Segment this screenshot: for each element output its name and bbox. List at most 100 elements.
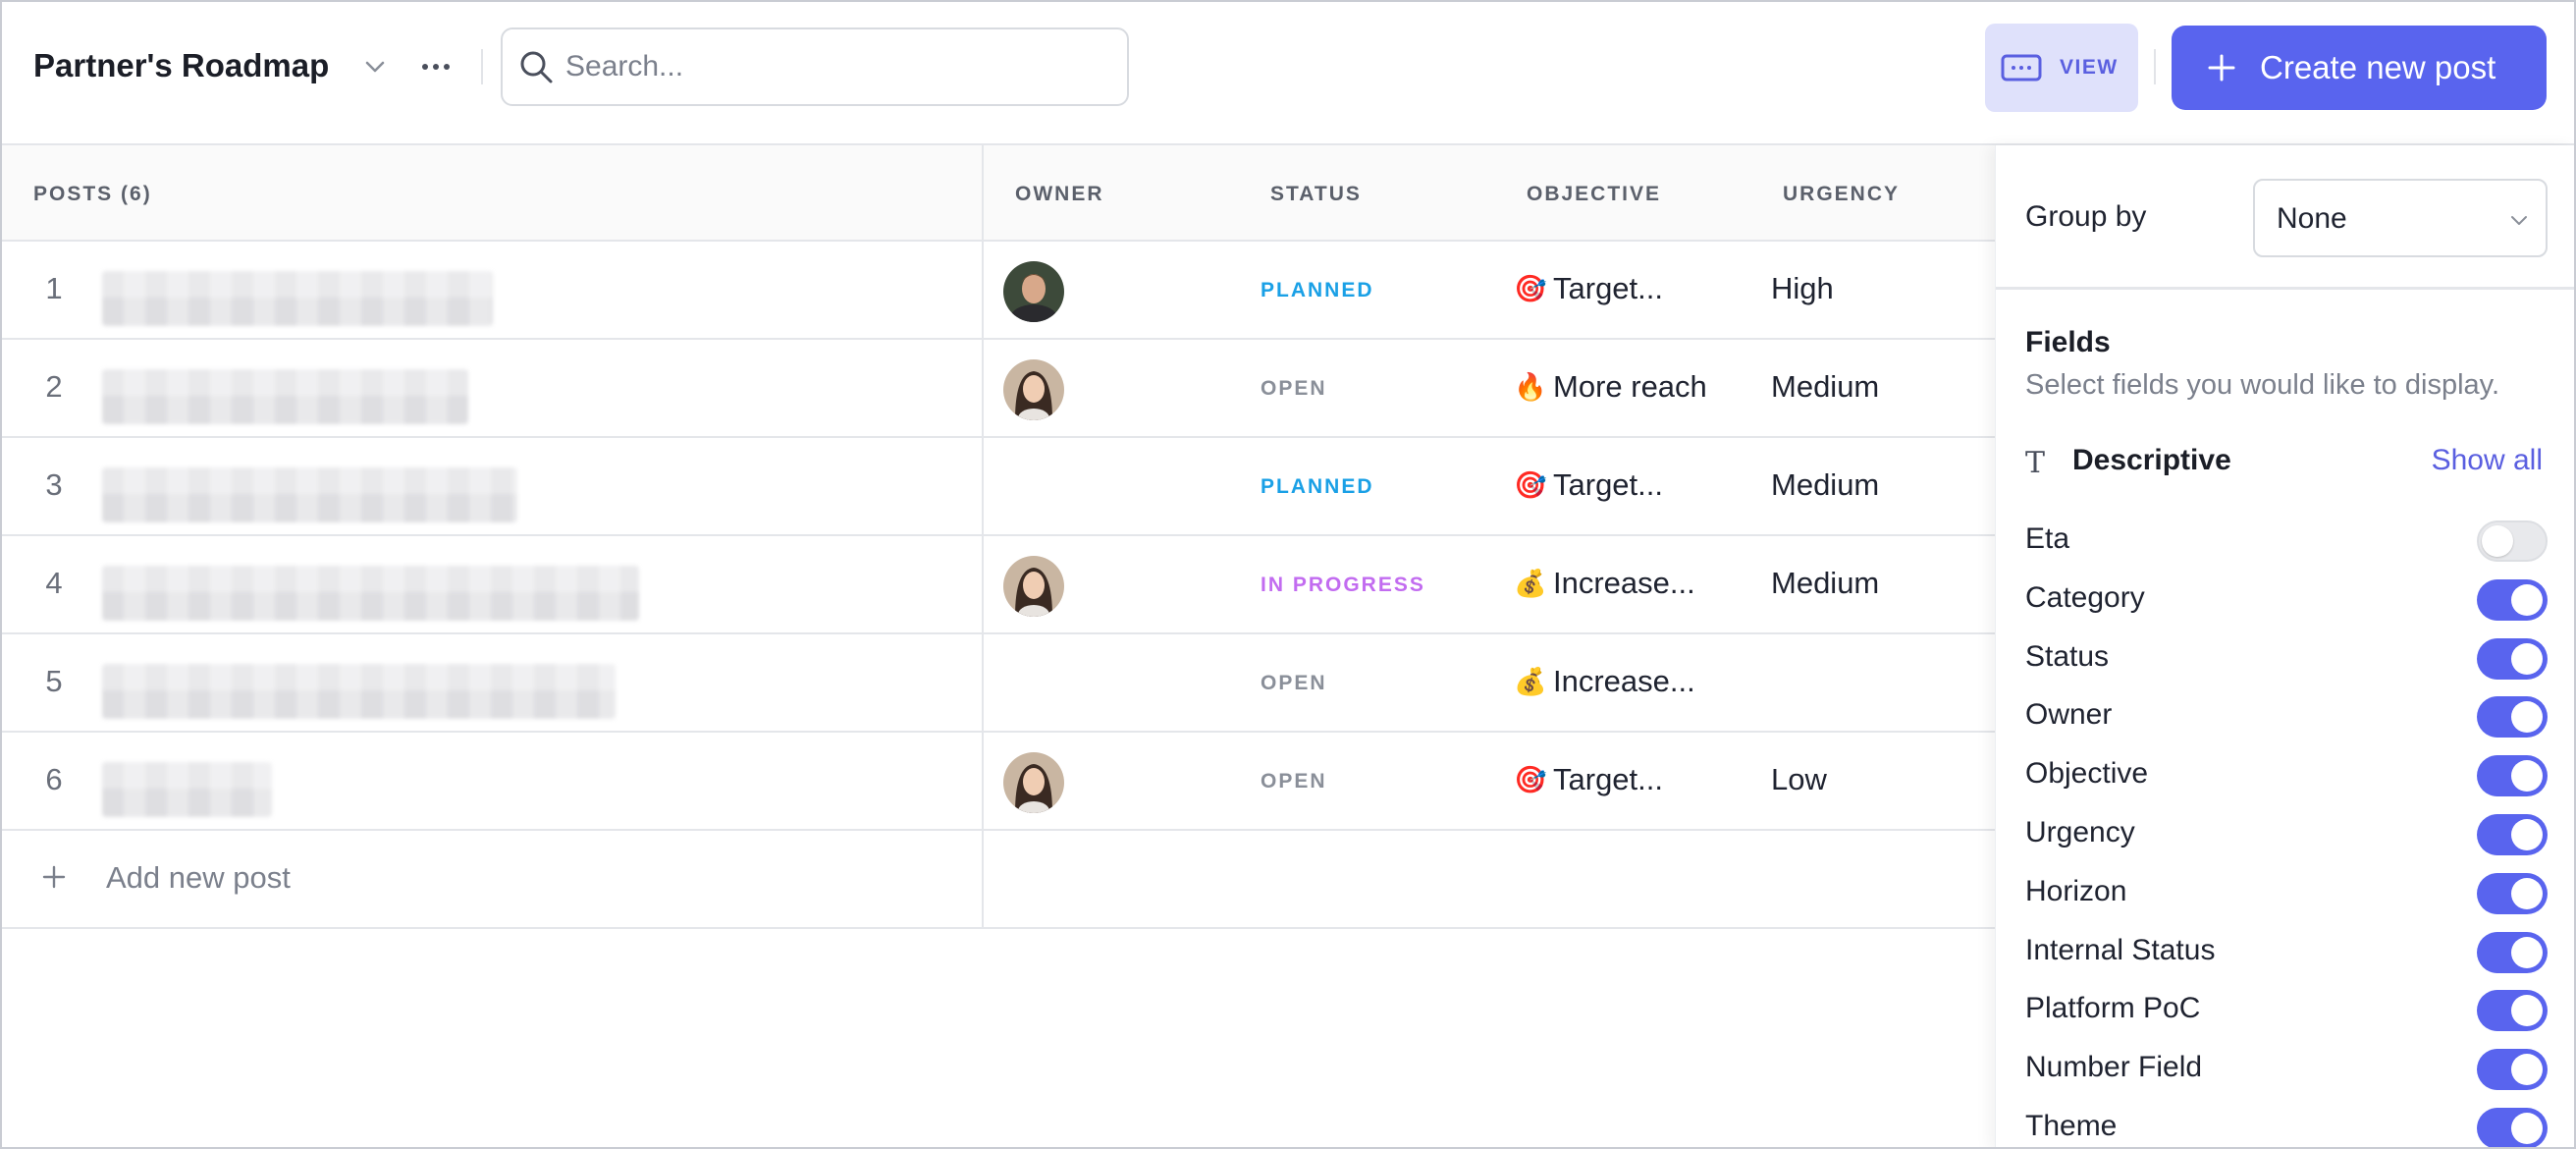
urgency-value[interactable]: High	[1771, 271, 1834, 305]
field-toggle[interactable]	[2477, 990, 2548, 1032]
toggle-knob	[2511, 877, 2543, 909]
field-row: Horizon	[1996, 861, 2574, 920]
field-row: Number Field	[1996, 1037, 2574, 1096]
objective-text: Target...	[1553, 762, 1663, 796]
field-label: Theme	[2025, 1110, 2118, 1142]
objective-cell[interactable]: 🎯 Target...	[1514, 271, 1663, 306]
toggle-knob	[2511, 642, 2543, 675]
field-toggle[interactable]	[2477, 1049, 2548, 1091]
status-badge[interactable]: OPEN	[1261, 672, 1327, 694]
row-number: 5	[45, 664, 63, 698]
table-row[interactable]: 5 OPEN 💰 Increase...	[2, 634, 1995, 733]
urgency-value[interactable]: Low	[1771, 762, 1827, 796]
post-title-redacted[interactable]	[102, 664, 616, 719]
urgency-value[interactable]: Medium	[1771, 566, 1880, 600]
column-header-objective[interactable]: OBJECTIVE	[1527, 183, 1662, 205]
column-header-owner[interactable]: OWNER	[1015, 183, 1104, 205]
table-row[interactable]: 6 OPEN 🎯 Target... Low	[2, 733, 1995, 831]
urgency-value[interactable]: Medium	[1771, 467, 1880, 502]
board-title[interactable]: Partner's Roadmap	[33, 47, 330, 83]
field-toggle[interactable]	[2477, 755, 2548, 797]
status-badge[interactable]: OPEN	[1261, 770, 1327, 793]
row-number: 3	[45, 467, 63, 502]
table-row[interactable]: 2 OPEN 🔥 More reach Medium	[2, 340, 1995, 438]
post-title-redacted[interactable]	[102, 566, 639, 621]
objective-icon: 🔥	[1514, 372, 1547, 403]
objective-cell[interactable]: 💰 Increase...	[1514, 664, 1695, 699]
column-header-urgency[interactable]: URGENCY	[1783, 183, 1901, 205]
field-toggle[interactable]	[2477, 520, 2548, 562]
toggle-knob	[2511, 995, 2543, 1027]
row-number: 4	[45, 566, 63, 600]
objective-cell[interactable]: 🎯 Target...	[1514, 762, 1663, 797]
chevron-down-icon	[2511, 216, 2527, 225]
status-badge[interactable]: PLANNED	[1261, 279, 1374, 301]
owner-avatar[interactable]	[1003, 752, 1064, 813]
objective-cell[interactable]: 🔥 More reach	[1514, 369, 1707, 405]
chevron-down-icon[interactable]	[359, 51, 391, 82]
view-layout-icon	[2001, 54, 2042, 82]
objective-text: Increase...	[1553, 664, 1695, 698]
fields-description: Select fields you would like to display.	[2025, 369, 2500, 401]
view-label: VIEW	[2060, 56, 2119, 79]
fields-title: Fields	[2025, 326, 2111, 358]
field-label: Internal Status	[2025, 933, 2216, 966]
field-toggle[interactable]	[2477, 578, 2548, 621]
field-toggle[interactable]	[2477, 872, 2548, 914]
field-toggle[interactable]	[2477, 931, 2548, 973]
plus-icon	[2208, 54, 2235, 82]
table-row[interactable]: 3 PLANNED 🎯 Target... Medium	[2, 438, 1995, 536]
status-badge[interactable]: IN PROGRESS	[1261, 574, 1425, 596]
urgency-value[interactable]: Medium	[1771, 369, 1880, 404]
group-by-select[interactable]: None	[2253, 179, 2548, 257]
field-label: Owner	[2025, 698, 2113, 732]
owner-avatar[interactable]	[1003, 261, 1064, 322]
owner-avatar[interactable]	[1003, 556, 1064, 617]
field-row: Category	[1996, 568, 2574, 627]
objective-icon: 💰	[1514, 569, 1547, 599]
field-toggle[interactable]	[2477, 1108, 2548, 1147]
column-header-posts[interactable]: POSTS (6)	[33, 183, 152, 205]
objective-cell[interactable]: 💰 Increase...	[1514, 566, 1695, 601]
row-number: 2	[45, 369, 63, 404]
table-row[interactable]: 4 IN PROGRESS 💰 Increase... Medium	[2, 536, 1995, 634]
text-type-icon: T	[2025, 446, 2046, 480]
create-new-post-label: Create new post	[2260, 49, 2496, 85]
post-title-redacted[interactable]	[102, 271, 493, 326]
group-by-value: None	[2277, 202, 2347, 235]
search-box[interactable]	[501, 27, 1129, 106]
field-label: Status	[2025, 639, 2110, 673]
post-title-redacted[interactable]	[102, 369, 468, 424]
add-new-post-row[interactable]: Add new post	[2, 831, 1995, 929]
objective-icon: 🎯	[1514, 765, 1547, 795]
toggle-knob	[2511, 760, 2543, 793]
field-toggle[interactable]	[2477, 637, 2548, 680]
table-row[interactable]: 1 PLANNED 🎯 Target... High	[2, 242, 1995, 340]
objective-cell[interactable]: 🎯 Target...	[1514, 467, 1663, 503]
status-badge[interactable]: PLANNED	[1261, 475, 1374, 498]
field-toggle[interactable]	[2477, 696, 2548, 739]
objective-icon: 🎯	[1514, 274, 1547, 304]
post-title-redacted[interactable]	[102, 467, 517, 522]
create-new-post-button[interactable]: Create new post	[2172, 26, 2547, 110]
status-badge[interactable]: OPEN	[1261, 377, 1327, 400]
field-label: Category	[2025, 580, 2145, 614]
more-options-icon[interactable]	[418, 49, 454, 84]
search-icon	[520, 51, 553, 83]
divider	[1996, 287, 2574, 290]
show-all-link[interactable]: Show all	[2431, 444, 2543, 476]
objective-text: Target...	[1553, 271, 1663, 305]
toggle-knob	[2511, 1054, 2543, 1086]
add-new-post-label: Add new post	[106, 860, 291, 895]
field-row: Owner	[1996, 684, 2574, 743]
view-button[interactable]: VIEW	[1985, 24, 2138, 112]
field-label: Number Field	[2025, 1051, 2203, 1084]
field-label: Horizon	[2025, 874, 2127, 907]
field-toggle[interactable]	[2477, 814, 2548, 855]
search-input[interactable]	[565, 43, 1115, 90]
toggle-knob	[2511, 819, 2543, 850]
column-header-status[interactable]: STATUS	[1270, 183, 1362, 205]
post-title-redacted[interactable]	[102, 762, 272, 817]
owner-avatar[interactable]	[1003, 359, 1064, 420]
